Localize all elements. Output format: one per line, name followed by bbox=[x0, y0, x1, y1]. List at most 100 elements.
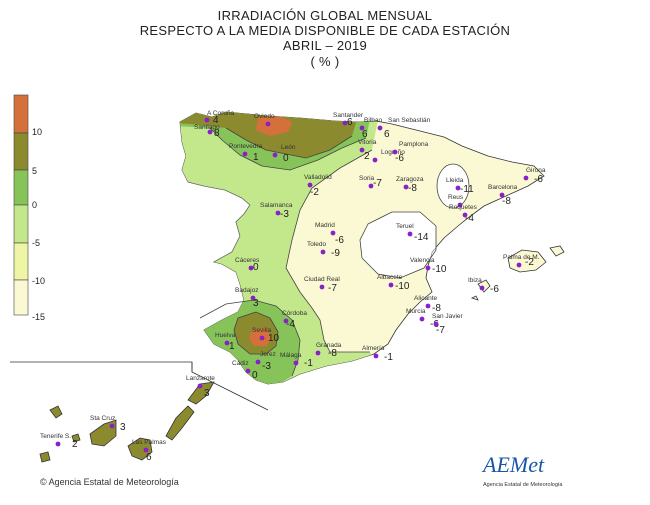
station-name: Ibiza bbox=[468, 277, 482, 284]
station-dot bbox=[407, 231, 413, 237]
station-name: Oviedo bbox=[254, 113, 275, 120]
zone-over10-north bbox=[256, 116, 292, 136]
station-value: -10 bbox=[395, 281, 410, 292]
canary-islands bbox=[39, 381, 215, 463]
station-name: Tenerife S. bbox=[40, 433, 71, 440]
legend-swatch-5 bbox=[13, 279, 29, 316]
legend-swatch-1 bbox=[13, 132, 29, 171]
station-dot bbox=[377, 125, 383, 131]
station-value: 6 bbox=[384, 129, 390, 140]
station-value: -6 bbox=[534, 174, 543, 185]
station-dot bbox=[425, 303, 431, 309]
station-value: 0 bbox=[253, 262, 259, 273]
zone-5-10 bbox=[180, 112, 360, 158]
station-value: 0 bbox=[283, 153, 289, 164]
station-dot bbox=[479, 285, 485, 291]
station-dot bbox=[516, 262, 522, 268]
station-name: León bbox=[281, 144, 296, 151]
map-title-line4: ( % ) bbox=[310, 54, 340, 69]
station-value: -4 bbox=[465, 213, 474, 224]
station-value: -8 bbox=[432, 303, 441, 314]
station-dot bbox=[275, 210, 281, 216]
station-name: Barcelona bbox=[488, 184, 518, 191]
station-value: 3 bbox=[120, 422, 126, 433]
canary-inset-frame bbox=[10, 361, 269, 411]
station-name: Albacete bbox=[377, 274, 403, 281]
map-title-line3: ABRIL – 2019 bbox=[282, 38, 368, 53]
station-name: Salamanca bbox=[260, 202, 293, 209]
station-name: Santander bbox=[333, 112, 364, 119]
legend-swatch-2 bbox=[13, 169, 29, 206]
station-name: Sevilla bbox=[252, 327, 272, 334]
station-dot bbox=[265, 121, 271, 127]
station-dot bbox=[320, 249, 326, 255]
station-name: Vitoria bbox=[358, 139, 377, 146]
station-name: Toledo bbox=[307, 241, 327, 248]
legend-swatch-0 bbox=[13, 94, 29, 134]
station-dot bbox=[293, 360, 299, 366]
station-dot bbox=[359, 147, 365, 153]
portugal-border bbox=[187, 181, 251, 263]
station-dot bbox=[433, 321, 439, 327]
station-dot bbox=[499, 192, 505, 198]
station-dot bbox=[403, 184, 409, 190]
station-dot bbox=[368, 183, 374, 189]
station-value: 1 bbox=[229, 341, 235, 352]
station-value: -3 bbox=[262, 361, 271, 372]
station-dot bbox=[372, 157, 378, 163]
station-name: Jerez bbox=[260, 351, 276, 358]
station-dot bbox=[392, 149, 398, 155]
station-name: Bilbao bbox=[364, 117, 382, 124]
station-dot bbox=[204, 117, 210, 123]
legend-label-m10: -10 bbox=[32, 276, 46, 286]
station-name: Huelva bbox=[215, 332, 236, 339]
station-value: -7 bbox=[328, 283, 337, 294]
station-value: 1 bbox=[253, 152, 259, 163]
station-value: -6 bbox=[395, 153, 404, 164]
legend-label-10: 10 bbox=[32, 127, 43, 137]
contour-lines bbox=[199, 127, 470, 377]
map-title-line1: IRRADIACIÓN GLOBAL MENSUAL bbox=[217, 8, 433, 23]
station-dot bbox=[455, 185, 461, 191]
station-name: Zaragoza bbox=[396, 176, 424, 183]
station-name: Málaga bbox=[280, 352, 302, 359]
map-title-line2: RESPECTO A LA MEDIA DISPONIBLE DE CADA E… bbox=[139, 23, 511, 38]
legend-label-m15: -15 bbox=[32, 312, 46, 322]
station-name: Lanzarote bbox=[186, 375, 215, 382]
station-value: -1 bbox=[304, 358, 313, 369]
station-name: Soria bbox=[359, 175, 375, 182]
station-value: 6 bbox=[146, 452, 152, 463]
station-dot bbox=[315, 350, 321, 356]
station-value: 2 bbox=[72, 439, 78, 450]
station-value: -9 bbox=[331, 248, 340, 259]
station-value: 2 bbox=[364, 151, 370, 162]
station-name: Roquetes bbox=[449, 204, 478, 211]
station-name: Santiago bbox=[194, 124, 220, 131]
station-name: Murcia bbox=[406, 308, 426, 315]
station-name: San Sebastián bbox=[388, 117, 431, 124]
station-name: Lleida bbox=[446, 177, 464, 184]
station-name: Cádiz bbox=[232, 360, 249, 367]
station-dot bbox=[245, 368, 251, 374]
station-dot bbox=[143, 447, 149, 453]
station-dot bbox=[272, 152, 278, 158]
station-value: -6 bbox=[490, 284, 499, 295]
zone-under-minus10 bbox=[360, 212, 436, 278]
station-dot bbox=[250, 295, 256, 301]
station-dot bbox=[55, 441, 61, 447]
copyright-text: © Agencia Estatal de Meteorología bbox=[40, 477, 179, 487]
station-value: -2 bbox=[310, 187, 319, 198]
station-dot bbox=[388, 282, 394, 288]
legend-label-m5: -5 bbox=[32, 238, 41, 248]
legend-bar bbox=[13, 94, 29, 316]
station-value: 10 bbox=[268, 333, 280, 344]
station-dot bbox=[373, 353, 379, 359]
station-name: Alicante bbox=[414, 295, 438, 302]
station-value: 4 bbox=[213, 115, 219, 126]
station-dot bbox=[109, 423, 115, 429]
station-name: Almería bbox=[362, 345, 385, 352]
station-value: -6 bbox=[335, 235, 344, 246]
station-value: -8 bbox=[328, 348, 337, 359]
